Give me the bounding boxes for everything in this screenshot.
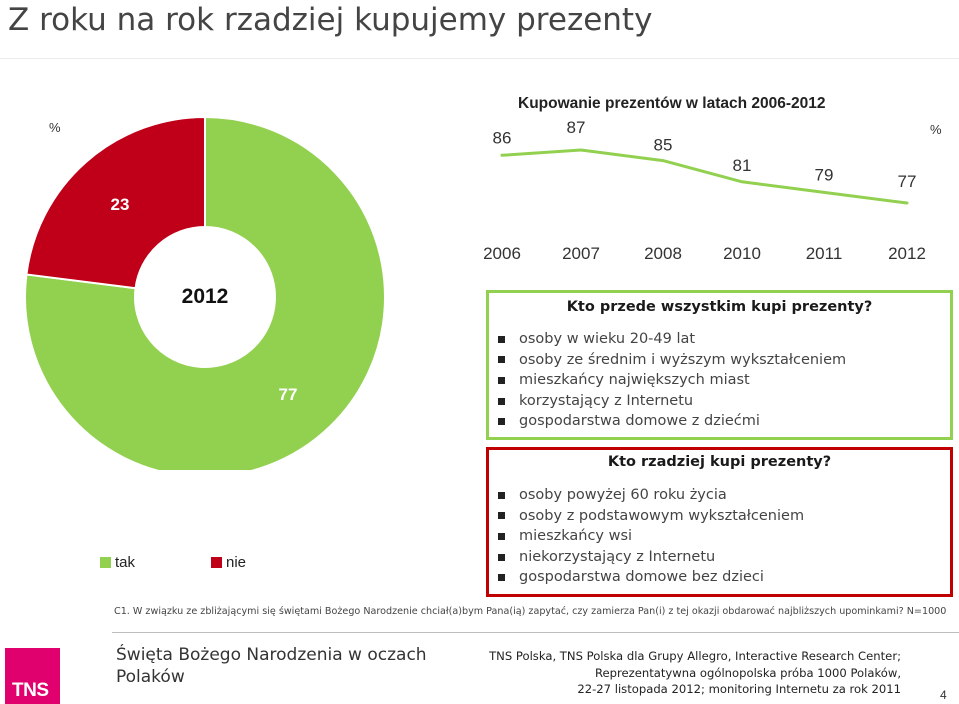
bullet-icon — [498, 376, 505, 384]
bullet-icon — [498, 335, 505, 343]
line-data-label: 77 — [898, 172, 917, 191]
bullet-icon — [498, 512, 505, 520]
x-tick-label: 2006 — [483, 244, 521, 263]
legend-swatch-nie — [211, 556, 222, 568]
x-tick-label: 2011 — [806, 244, 843, 263]
non-buyers-list: osoby powyżej 60 roku życia osoby z pods… — [498, 485, 950, 588]
legend-label-tak: tak — [115, 553, 136, 571]
footnote: C1. W związku ze zbliżającymi się święta… — [114, 606, 947, 617]
legend-item-tak: tak — [100, 552, 135, 572]
donut-chart: 2012 77 23 — [24, 115, 386, 470]
donut-center-label: 2012 — [182, 285, 229, 308]
footer-source-line: Reprezentatywna ogólnopolska próba 1000 … — [595, 665, 901, 680]
donut-slice-tak — [24, 115, 386, 470]
list-item: korzystający z Internetu — [498, 391, 950, 412]
list-item-text: gospodarstwa domowe bez dzieci — [519, 569, 764, 586]
donut-slice-label-nie: 23 — [111, 195, 130, 214]
x-tick-label: 2010 — [723, 244, 761, 263]
legend-swatch-tak — [100, 556, 111, 568]
bullet-icon — [498, 574, 505, 582]
list-item-text: niekorzystający z Internetu — [519, 548, 716, 565]
list-item: osoby w wieku 20-49 lat — [498, 329, 950, 350]
bullet-icon — [498, 356, 505, 364]
buyers-list: osoby w wieku 20-49 lat osoby ze średnim… — [498, 329, 950, 432]
list-item: niekorzystający z Internetu — [498, 547, 950, 568]
line-data-label: 81 — [733, 156, 752, 175]
page-title: Z roku na rok rzadziej kupujemy prezenty — [8, 2, 653, 38]
footer-source-line: TNS Polska, TNS Polska dla Grupy Allegro… — [489, 649, 901, 663]
bullet-icon — [498, 397, 505, 405]
line-chart: 86 87 85 81 79 77 2006 2007 2008 2010 2011 2012 — [483, 118, 926, 263]
buyers-heading: Kto przede wszystkim kupi prezenty? — [566, 299, 873, 315]
list-item: gospodarstwa domowe z dziećmi — [498, 411, 950, 432]
list-item: osoby powyżej 60 roku życia — [498, 485, 950, 506]
bullet-icon — [498, 491, 505, 499]
x-tick-label: 2012 — [888, 244, 926, 263]
bullet-icon — [498, 418, 505, 426]
footer-source: TNS Polska, TNS Polska dla Grupy Allegro… — [489, 648, 901, 698]
donut-slice-label-tak: 77 — [279, 385, 298, 404]
donut-slice-nie — [25, 115, 206, 290]
buyers-box: Kto przede wszystkim kupi prezenty? osob… — [486, 290, 953, 440]
logo-text: TNS — [12, 680, 49, 701]
list-item: osoby z podstawowym wykształceniem — [498, 506, 950, 527]
list-item-text: mieszkańcy największych miast — [519, 372, 750, 389]
bullet-icon — [498, 553, 505, 561]
list-item: mieszkańcy wsi — [498, 526, 950, 547]
footer-title: Święta Bożego Narodzenia w oczach Polakó… — [116, 645, 427, 687]
non-buyers-heading: Kto rzadziej kupi prezenty? — [607, 454, 832, 470]
list-item-text: mieszkańcy wsi — [519, 528, 633, 545]
bullet-icon — [498, 532, 505, 540]
donut-unit-label: % — [49, 120, 61, 135]
list-item-text: gospodarstwa domowe z dziećmi — [519, 413, 760, 430]
legend-label-nie: nie — [226, 553, 247, 571]
title-divider — [0, 58, 959, 59]
list-item-text: osoby ze średnim i wyższym wykształcenie… — [519, 351, 847, 368]
list-item-text: osoby z podstawowym wykształceniem — [519, 507, 805, 524]
list-item-text: korzystający z Internetu — [519, 392, 694, 409]
footer-divider — [112, 632, 959, 633]
tns-logo: TNS — [5, 648, 60, 704]
list-item: mieszkańcy największych miast — [498, 370, 950, 391]
x-tick-label: 2008 — [644, 244, 682, 263]
line-data-label: 79 — [815, 165, 834, 184]
list-item: gospodarstwa domowe bez dzieci — [498, 567, 950, 588]
non-buyers-box: Kto rzadziej kupi prezenty? osoby powyże… — [486, 447, 953, 597]
line-series — [500, 148, 909, 205]
list-item-text: osoby w wieku 20-49 lat — [519, 331, 696, 347]
line-data-label: 86 — [493, 128, 512, 147]
legend-item-nie: nie — [211, 552, 246, 572]
footer-source-line: 22-27 listopada 2012; monitoring Interne… — [577, 682, 901, 697]
list-item-text: osoby powyżej 60 roku życia — [519, 487, 727, 503]
line-data-label: 87 — [567, 118, 586, 137]
page-number: 4 — [940, 688, 947, 702]
list-item: osoby ze średnim i wyższym wykształcenie… — [498, 350, 950, 371]
line-unit-label: % — [930, 122, 942, 137]
line-chart-title: Kupowanie prezentów w latach 2006-2012 — [518, 95, 826, 112]
line-data-label: 85 — [654, 136, 673, 155]
x-tick-label: 2007 — [562, 244, 600, 263]
